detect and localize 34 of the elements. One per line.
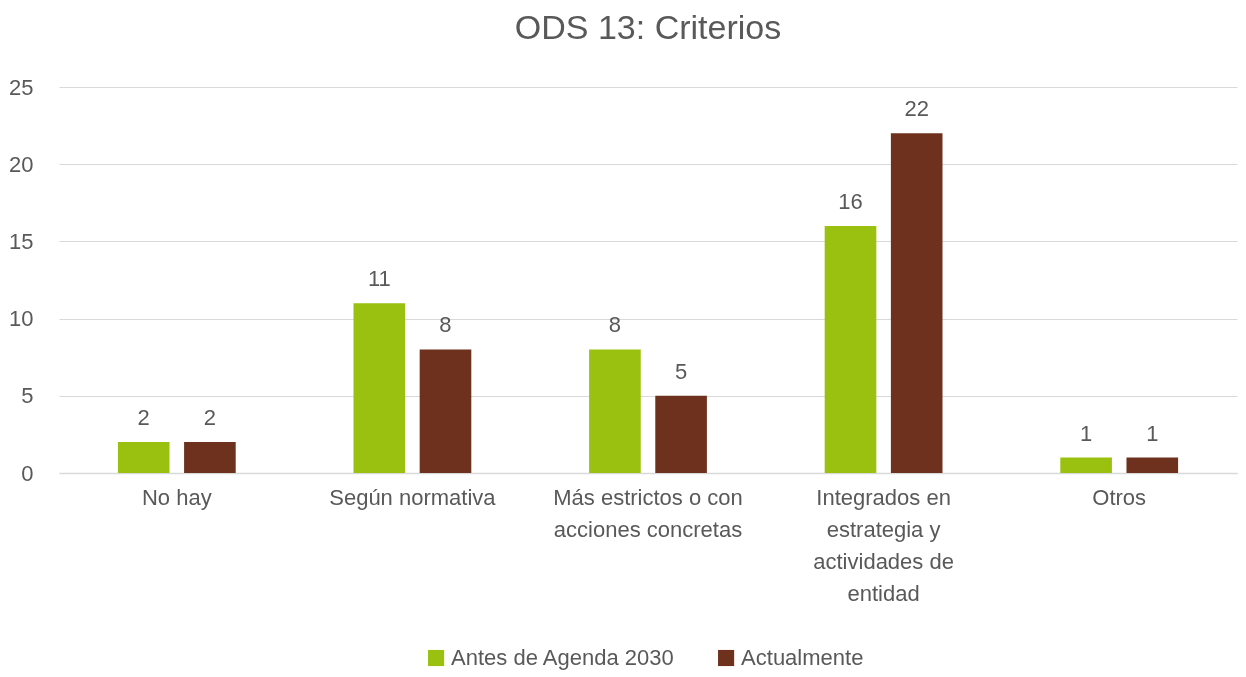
bar: [589, 349, 641, 473]
data-label: 11: [367, 266, 391, 292]
legend-label: Actualmente: [741, 645, 864, 670]
data-label: 16: [838, 188, 863, 214]
y-tick-label: 20: [9, 151, 34, 177]
bar: [353, 303, 406, 473]
data-label: 2: [137, 405, 150, 431]
data-label: 8: [439, 312, 452, 338]
bar: [184, 442, 236, 473]
bar: [1126, 457, 1179, 473]
y-tick-label: 25: [9, 74, 34, 100]
y-tick-label: 5: [21, 383, 34, 409]
bar: [890, 133, 943, 473]
y-tick-label: 0: [21, 460, 34, 486]
y-tick-label: 15: [9, 228, 34, 254]
x-tick-label: Integrados en estrategia y actividades de entidad: [813, 484, 954, 606]
x-tick-label: Según normativa: [329, 484, 497, 510]
x-tick-label: Más estrictos o con acciones concretas: [553, 484, 743, 542]
x-tick-label: Otros: [1092, 484, 1147, 510]
bar: [419, 349, 472, 473]
bar: [655, 395, 707, 473]
chart-title: ODS 13: Criterios: [514, 8, 782, 46]
data-label: 2: [203, 405, 217, 431]
x-tick-label: No hay: [141, 484, 212, 510]
bar: [824, 225, 877, 473]
data-label: 5: [674, 358, 688, 384]
data-label: 8: [608, 312, 622, 338]
legend-label: Antes de Agenda 2030: [451, 645, 674, 670]
y-tick-label: 10: [9, 306, 34, 332]
data-label: 1: [1079, 420, 1093, 446]
data-label: 22: [904, 96, 929, 122]
bar: [117, 442, 170, 473]
data-label: 1: [1146, 420, 1159, 446]
bar: [1060, 457, 1112, 473]
